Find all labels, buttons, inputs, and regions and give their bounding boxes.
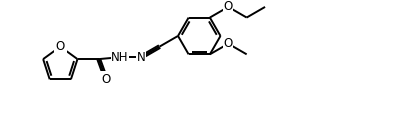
Text: O: O (102, 73, 111, 86)
Text: N: N (137, 51, 145, 64)
Text: O: O (224, 0, 233, 13)
Text: O: O (56, 40, 65, 53)
Text: O: O (224, 37, 233, 50)
Text: NH: NH (111, 51, 129, 64)
